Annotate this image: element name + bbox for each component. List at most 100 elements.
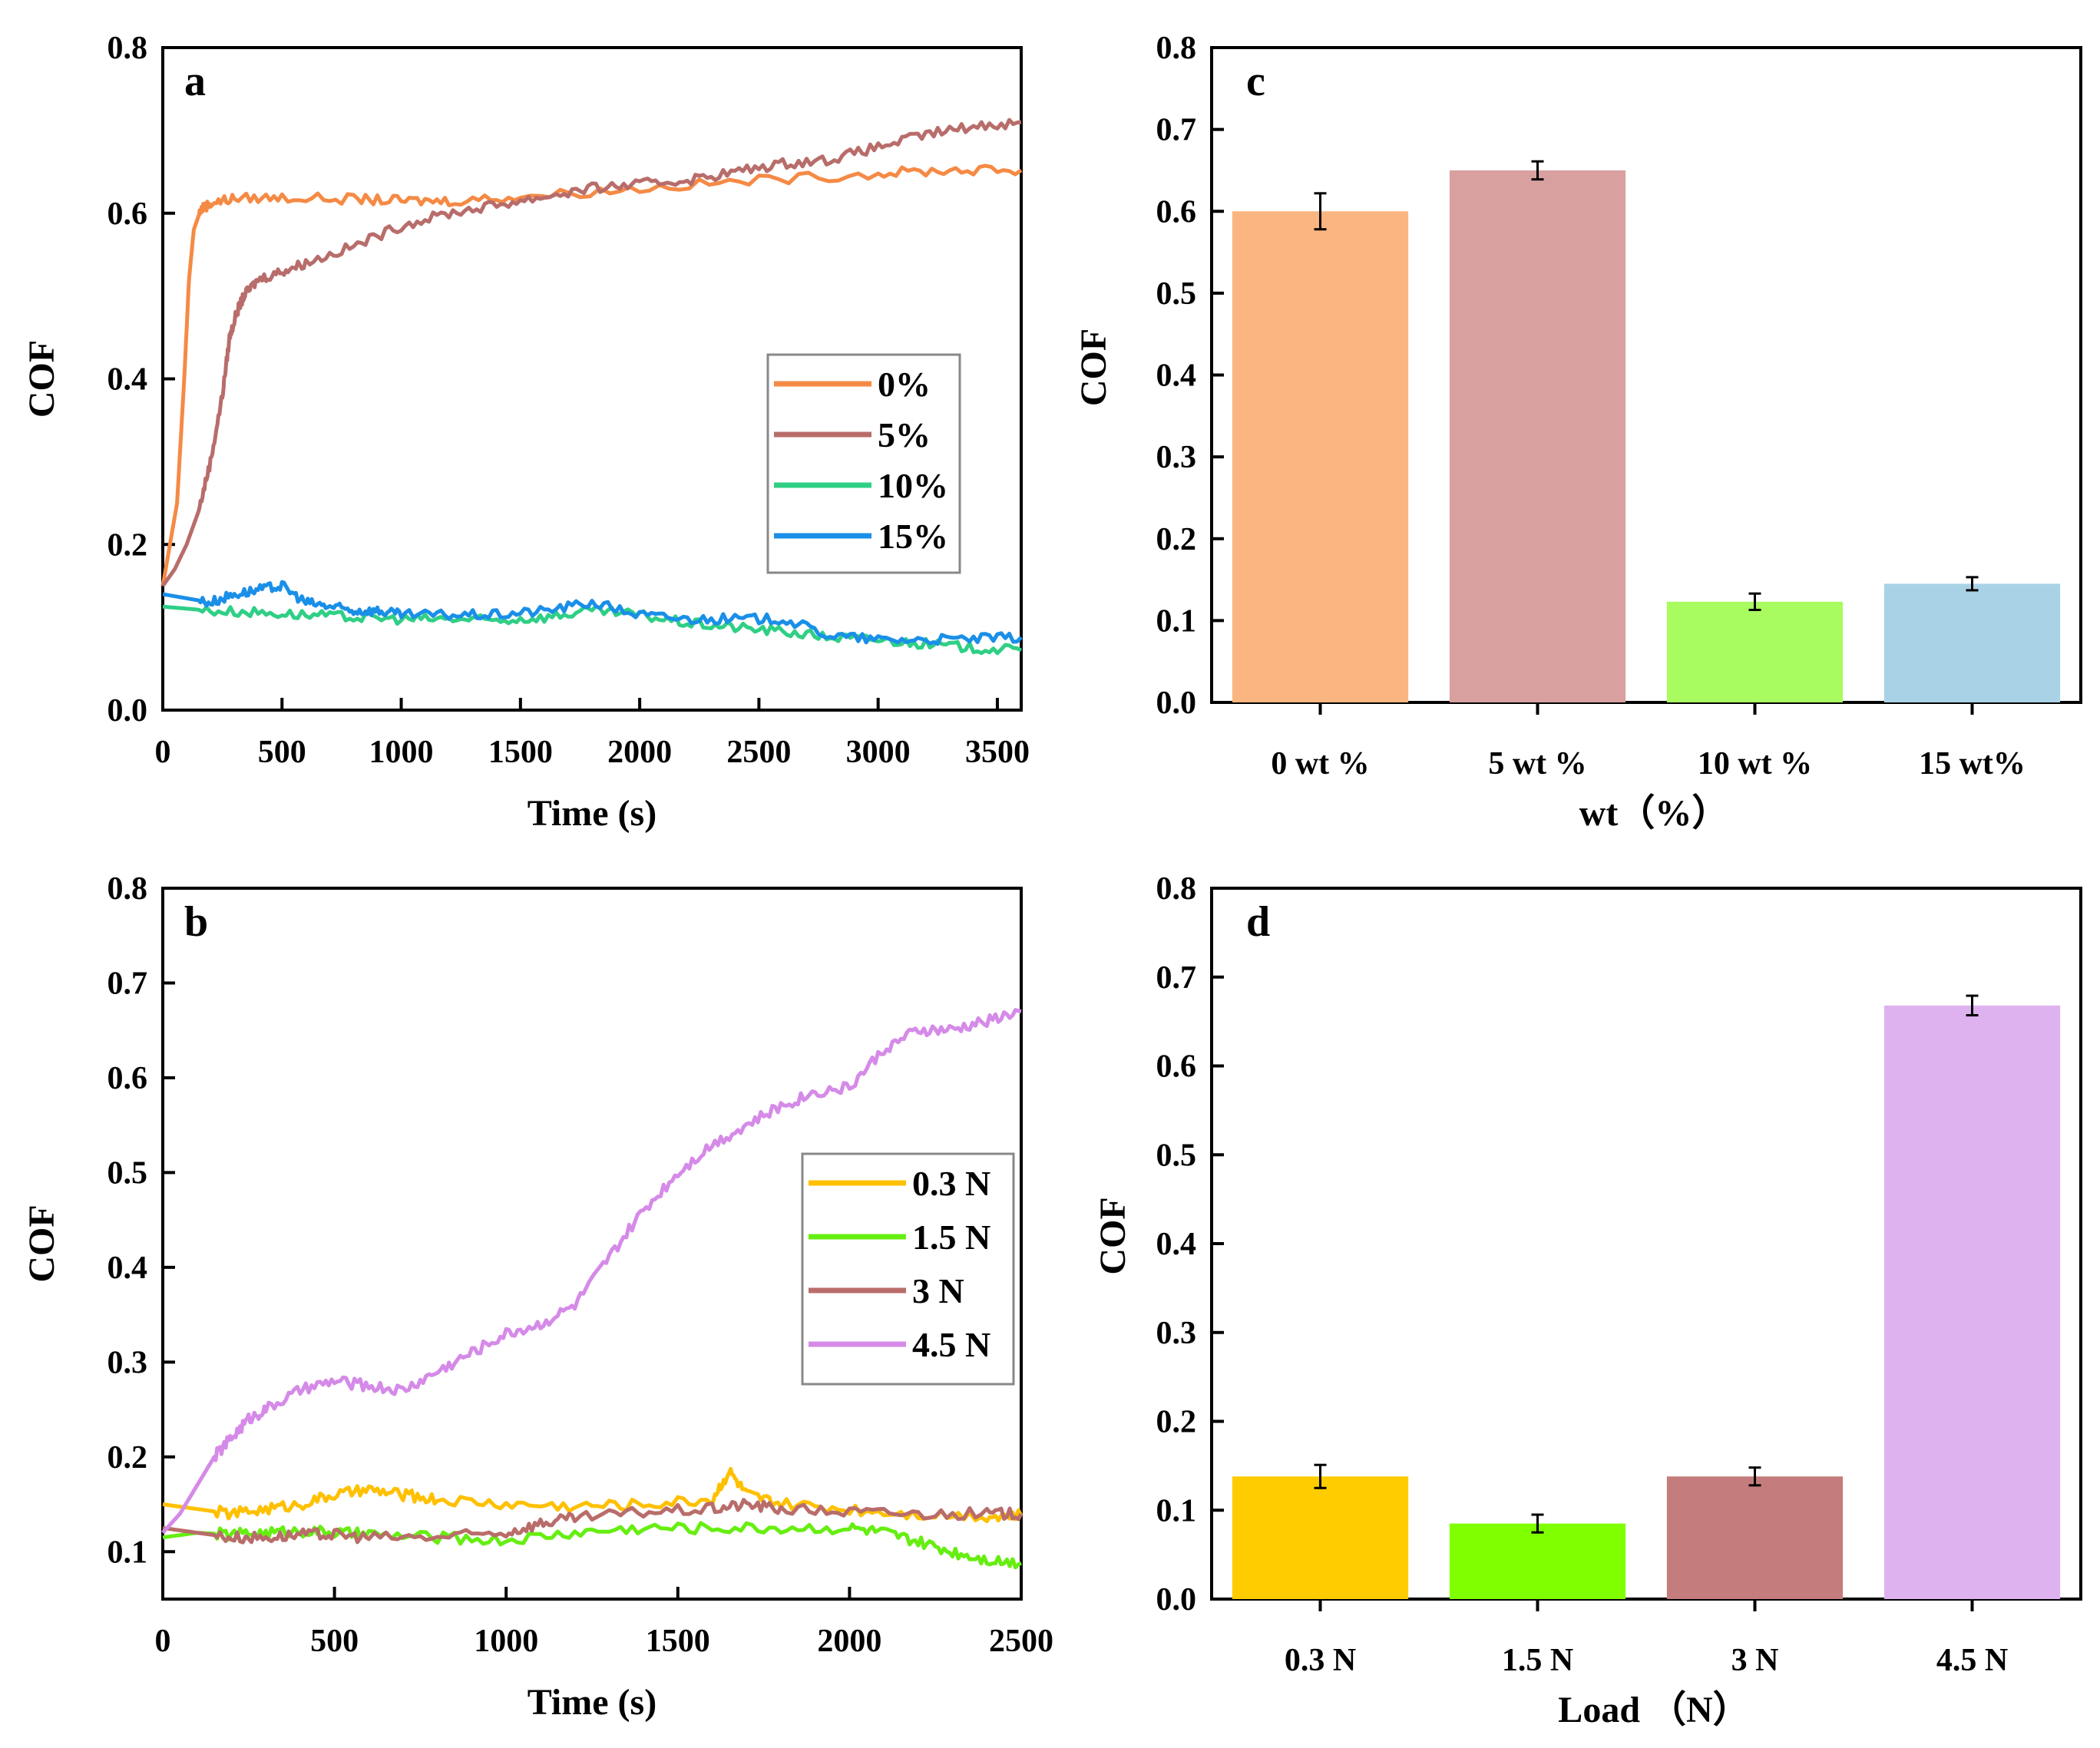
x-tick-label-b: 0 bbox=[155, 1624, 171, 1659]
legend-label-0p3-n: 0.3 N bbox=[912, 1164, 990, 1203]
y-tick-label-c: 0.1 bbox=[1156, 603, 1197, 639]
panel-label-b: b bbox=[184, 898, 208, 946]
y-tick-label-a: 0.8 bbox=[107, 31, 148, 66]
series-line-10 bbox=[162, 604, 1023, 656]
legend-a: 0% 5% 10% 15% bbox=[766, 353, 961, 574]
y-tick-label-a: 0.2 bbox=[107, 527, 148, 563]
x-tick-label-a: 3000 bbox=[846, 735, 911, 770]
bar-0p3-n bbox=[1232, 1476, 1409, 1599]
axes-a: 0.0 0.2 0.4 0.6 0.8 0 500 1000 1500 2000 2500 3000 3… bbox=[107, 31, 1030, 770]
x-tick-label-10-wt: 10 wt % bbox=[1698, 746, 1812, 781]
y-tick-label-b: 0.5 bbox=[107, 1155, 148, 1191]
x-tick-label-5-wt: 5 wt % bbox=[1488, 746, 1586, 781]
bar-3-n bbox=[1666, 1476, 1844, 1599]
y-tick-label-c: 0.6 bbox=[1156, 194, 1197, 230]
legend-label-3-n: 3 N bbox=[912, 1271, 964, 1310]
series-group-a bbox=[160, 117, 1023, 656]
x-tick-label-15-wt: 15 wt% bbox=[1919, 746, 2026, 781]
y-tick-label-b: 0.2 bbox=[107, 1440, 148, 1475]
series-line-5 bbox=[160, 117, 1022, 587]
series-group-b bbox=[161, 1008, 1024, 1570]
series-line-0p3-n bbox=[162, 1466, 1024, 1524]
chart-panel-a: 0.0 0.2 0.4 0.6 0.8 0 500 1000 1500 2000 2500 3000 3… bbox=[21, 31, 1030, 834]
legend-label-15: 15% bbox=[878, 517, 948, 556]
x-tick-label-a: 2000 bbox=[607, 735, 672, 770]
y-tick-label-c: 0.4 bbox=[1156, 359, 1197, 394]
series-line-0 bbox=[160, 164, 1023, 587]
x-tick-label-a: 3500 bbox=[965, 735, 1030, 770]
bar-10-wt bbox=[1666, 601, 1844, 702]
series-line-1p5-n bbox=[162, 1521, 1023, 1570]
axes-d: 0.0 0.1 0.2 0.3 0.4 0.5 0.6 0.7 0.8 0.3 N 1.5 N 3 N… bbox=[1156, 871, 2009, 1678]
bar-group-d bbox=[1232, 994, 2061, 1599]
chart-panel-c: 0.0 0.1 0.2 0.3 0.4 0.5 0.6 0.7 0.8 0 wt % 5 wt % 1… bbox=[1073, 31, 2082, 834]
y-axis-label-d: COF bbox=[1093, 1197, 1133, 1274]
y-tick-label-d: 0.8 bbox=[1156, 871, 1197, 907]
axes-b: 0.1 0.2 0.3 0.4 0.5 0.6 0.7 0.8 0 500 1000 1500 2000… bbox=[107, 871, 1054, 1659]
panel-label-a: a bbox=[184, 58, 206, 105]
y-tick-label-d: 0.6 bbox=[1156, 1049, 1197, 1085]
y-tick-label-d: 0.2 bbox=[1156, 1405, 1197, 1440]
y-tick-label-c: 0.7 bbox=[1156, 113, 1197, 148]
bar-1p5-n bbox=[1449, 1523, 1626, 1599]
legend-label-5: 5% bbox=[878, 415, 931, 454]
x-tick-label-b: 1500 bbox=[646, 1624, 710, 1659]
x-axis-label-a: Time (s) bbox=[527, 793, 656, 834]
legend-label-1p5-n: 1.5 N bbox=[912, 1218, 990, 1257]
bar-group-c bbox=[1232, 160, 2061, 702]
y-tick-label-b: 0.7 bbox=[107, 966, 148, 1001]
y-tick-label-c: 0.5 bbox=[1156, 276, 1197, 312]
y-tick-label-c: 0.2 bbox=[1156, 522, 1197, 557]
x-tick-label-a: 0 bbox=[155, 735, 171, 770]
plot-frame-b bbox=[161, 887, 1023, 1601]
legend-label-10: 10% bbox=[878, 466, 948, 505]
bar-0-wt bbox=[1232, 211, 1409, 702]
legend-b: 0.3 N 1.5 N 3 N 4.5 N bbox=[801, 1152, 1015, 1386]
legend-label-4p5-n: 4.5 N bbox=[912, 1325, 990, 1364]
y-axis-label-c: COF bbox=[1073, 329, 1114, 406]
bar-4p5-n bbox=[1883, 1005, 2061, 1599]
x-tick-label-0-wt: 0 wt % bbox=[1271, 746, 1369, 781]
series-line-15 bbox=[162, 580, 1023, 646]
series-line-3-n bbox=[162, 1498, 1024, 1545]
y-tick-label-b: 0.1 bbox=[107, 1535, 148, 1570]
y-tick-label-c: 0.3 bbox=[1156, 440, 1197, 475]
y-tick-label-a: 0.4 bbox=[107, 362, 148, 398]
x-tick-label-b: 2000 bbox=[817, 1624, 881, 1659]
y-tick-label-b: 0.3 bbox=[107, 1345, 148, 1380]
y-tick-label-c: 0.0 bbox=[1156, 686, 1197, 721]
x-axis-label-b: Time (s) bbox=[527, 1682, 656, 1723]
chart-panel-b: 0.1 0.2 0.3 0.4 0.5 0.6 0.7 0.8 0 500 1000 1500 2000… bbox=[21, 871, 1053, 1723]
x-tick-label-1p5-n: 1.5 N bbox=[1502, 1643, 1573, 1678]
y-tick-label-b: 0.6 bbox=[107, 1061, 148, 1096]
legend-label-0: 0% bbox=[878, 365, 931, 404]
panel-label-d: d bbox=[1246, 898, 1270, 946]
y-axis-label-a: COF bbox=[21, 340, 62, 418]
y-tick-label-d: 0.7 bbox=[1156, 960, 1197, 996]
x-axis-label-d: Load （N） bbox=[1558, 1690, 1749, 1730]
x-tick-label-a: 500 bbox=[258, 735, 306, 770]
panel-label-c: c bbox=[1246, 58, 1265, 105]
x-axis-label-c: wt（%） bbox=[1579, 793, 1729, 834]
bar-15-wt bbox=[1883, 583, 2061, 702]
chart-panel-d: 0.0 0.1 0.2 0.3 0.4 0.5 0.6 0.7 0.8 0.3 N 1.5 N 3 N… bbox=[1093, 871, 2082, 1730]
y-tick-label-d: 0.0 bbox=[1156, 1582, 1197, 1617]
y-tick-label-d: 0.1 bbox=[1156, 1493, 1197, 1528]
x-tick-label-b: 500 bbox=[310, 1624, 359, 1659]
bar-5-wt bbox=[1449, 170, 1626, 702]
y-tick-label-d: 0.4 bbox=[1156, 1227, 1197, 1262]
y-tick-label-d: 0.3 bbox=[1156, 1316, 1197, 1351]
y-tick-label-b: 0.8 bbox=[107, 871, 148, 907]
y-tick-label-a: 0.0 bbox=[107, 693, 148, 729]
x-tick-label-3-n: 3 N bbox=[1731, 1643, 1779, 1678]
y-tick-label-c: 0.8 bbox=[1156, 31, 1197, 66]
x-tick-label-b: 1000 bbox=[474, 1624, 538, 1659]
y-axis-label-b: COF bbox=[21, 1204, 62, 1282]
x-tick-label-a: 1000 bbox=[369, 735, 434, 770]
x-tick-label-4p5-n: 4.5 N bbox=[1936, 1643, 2008, 1678]
y-tick-label-d: 0.5 bbox=[1156, 1138, 1197, 1173]
x-tick-label-0p3-n: 0.3 N bbox=[1285, 1643, 1356, 1678]
y-tick-label-b: 0.4 bbox=[107, 1251, 148, 1286]
series-line-4p5-n bbox=[161, 1008, 1022, 1535]
